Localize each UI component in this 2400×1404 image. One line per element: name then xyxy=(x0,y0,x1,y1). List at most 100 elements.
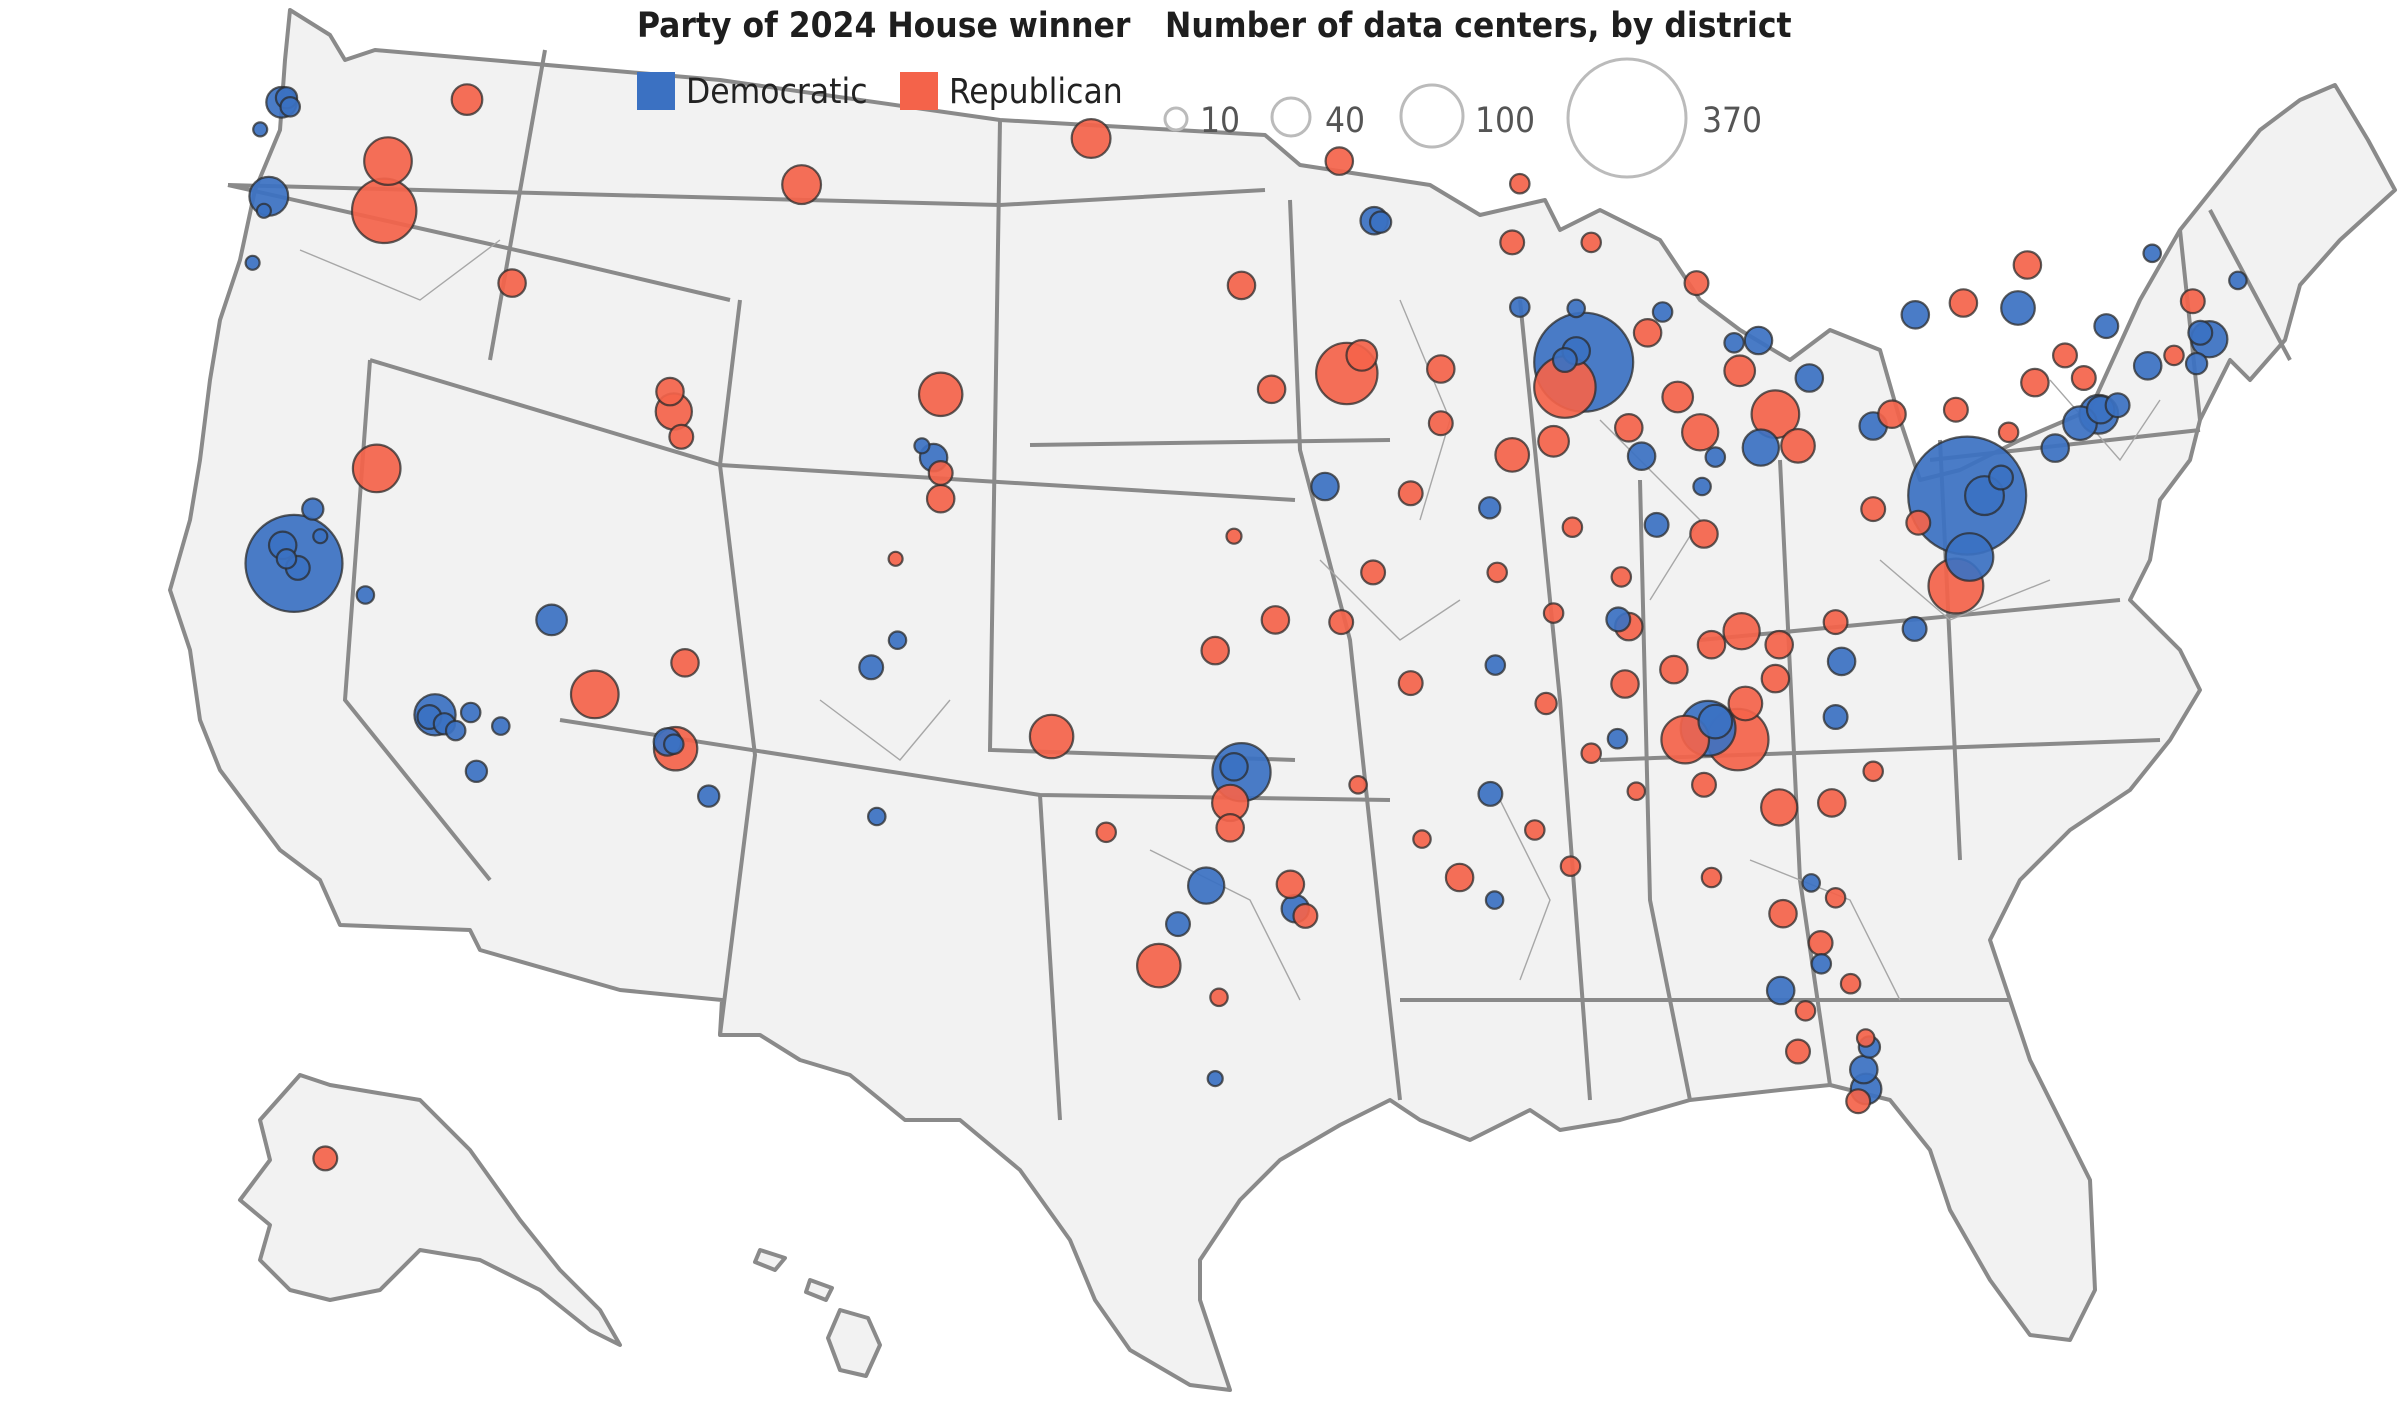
legend: Party of 2024 House winner Democratic Re… xyxy=(637,6,1792,179)
republican-district-bubble xyxy=(1855,1028,1876,1048)
democratic-district-bubble xyxy=(255,202,272,219)
republican-district-bubble xyxy=(1824,886,1847,909)
data-center-bubbles xyxy=(244,83,2248,1172)
republican-district-bubble xyxy=(1028,713,1075,760)
republican-district-bubble xyxy=(1768,898,1798,929)
democratic-district-bubble xyxy=(1477,496,1502,520)
republican-district-bubble xyxy=(363,136,413,187)
republican-district-bubble xyxy=(917,371,964,418)
democratic-district-bubble xyxy=(1484,890,1505,910)
republican-district-bubble xyxy=(1683,270,1710,297)
democratic-district-bubble xyxy=(444,719,467,742)
republican-district-bubble xyxy=(312,1145,339,1172)
republican-district-bubble xyxy=(1661,380,1695,414)
republican-district-bubble xyxy=(1345,339,1379,372)
democratic-district-bubble xyxy=(2132,350,2163,381)
republican-district-bubble xyxy=(569,669,620,720)
size-legend-label-10: 10 xyxy=(1200,101,1240,141)
republican-district-bubble xyxy=(1292,902,1319,929)
republican-district-bubble xyxy=(670,647,700,678)
democratic-district-bubble xyxy=(1692,476,1712,497)
democratic-district-bubble xyxy=(1643,511,1670,538)
democratic-district-bubble xyxy=(858,654,885,681)
republican-district-bubble xyxy=(1610,669,1640,699)
democratic-district-bubble xyxy=(1484,654,1507,676)
republican-district-bubble xyxy=(781,164,823,206)
republican-district-bubble xyxy=(1807,929,1834,956)
republican-district-bubble xyxy=(1997,421,2020,444)
republican-district-bubble xyxy=(497,268,527,298)
republican-district-bubble xyxy=(1610,566,1633,588)
democratic-district-bubble xyxy=(887,630,908,650)
republican-district-bubble xyxy=(1877,399,1907,429)
republican-district-bubble xyxy=(1784,1038,1811,1065)
democratic-district-bubble xyxy=(1741,428,1781,467)
size-legend-circle-100 xyxy=(1399,83,1465,149)
republican-district-bubble xyxy=(925,483,956,514)
democratic-district-bubble xyxy=(1900,299,1931,330)
democratic-district-bubble xyxy=(662,733,685,755)
republican-district-bubble xyxy=(450,83,484,116)
democratic-district-bubble xyxy=(535,603,568,637)
republican-district-bubble xyxy=(1780,427,1816,464)
democratic-district-bubble xyxy=(312,528,329,545)
republican-district-bubble xyxy=(1862,760,1884,783)
republican-district-bubble xyxy=(1200,635,1230,666)
republican-district-bubble xyxy=(1275,869,1306,900)
democratic-district-bubble xyxy=(1566,298,1586,319)
republican-district-bubble xyxy=(1494,437,1531,473)
republican-district-bubble xyxy=(1427,410,1454,437)
republican-district-bubble xyxy=(1764,629,1794,660)
republican-district-bubble xyxy=(1095,821,1117,844)
democratic-district-bubble xyxy=(279,96,301,118)
hawaii-outline xyxy=(753,1248,882,1378)
republican-district-bubble xyxy=(1700,866,1723,889)
democratic-district-bubble xyxy=(2104,392,2131,419)
democratic-district-bubble xyxy=(1164,911,1191,938)
size-legend-label-40: 40 xyxy=(1325,101,1365,141)
republican-district-bubble xyxy=(2020,367,2050,398)
democratic-district-bubble xyxy=(2184,351,2209,376)
republican-district-bubble xyxy=(1348,774,1368,795)
democratic-district-bubble xyxy=(1651,301,1674,323)
democratic-district-bubble xyxy=(1849,1054,1879,1085)
size-legend-title: Number of data centers, by district xyxy=(1165,6,1792,46)
republican-district-bubble xyxy=(1260,605,1291,635)
republican-district-bubble xyxy=(351,443,402,494)
democratic-district-bubble xyxy=(1186,866,1226,905)
republican-district-bubble xyxy=(1817,788,1847,818)
democratic-district-bubble xyxy=(2040,433,2070,463)
party-legend-title: Party of 2024 House winner xyxy=(637,6,1131,46)
democratic-district-bubble xyxy=(1368,210,1393,234)
democratic-district-bubble xyxy=(1723,331,1745,354)
republican-district-bubble xyxy=(1614,412,1644,443)
democratic-district-bubble xyxy=(1310,471,1340,502)
republican-district-bubble xyxy=(1626,781,1647,801)
republican-district-bubble xyxy=(1942,396,1969,423)
democratic-district-bubble xyxy=(1219,751,1249,782)
democratic-district-bubble xyxy=(1509,296,1531,318)
republican-district-bubble xyxy=(1444,862,1475,893)
republican-district-bubble xyxy=(1660,714,1711,765)
republican-district-bubble xyxy=(1412,829,1432,849)
republican-district-bubble xyxy=(927,460,954,487)
democratic-district-bubble xyxy=(1810,952,1833,975)
republican-district-bubble xyxy=(1580,742,1602,764)
republican-district-bubble xyxy=(1226,270,1257,301)
alaska-outline xyxy=(238,1073,622,1347)
contiguous-us-outline xyxy=(168,8,2397,1392)
republican-district-bubble xyxy=(1215,812,1245,843)
republican-district-bubble xyxy=(668,423,695,450)
democratic-district-bubble xyxy=(464,759,489,784)
legend-swatch-republican xyxy=(900,72,938,110)
republican-district-bubble xyxy=(1722,612,1761,651)
democratic-district-bubble xyxy=(2093,313,2120,340)
republican-district-bubble xyxy=(1524,819,1546,841)
republican-district-bubble xyxy=(1537,424,1570,458)
democratic-district-bubble xyxy=(1697,703,1734,740)
democratic-district-bubble xyxy=(1901,615,1928,642)
republican-district-bubble xyxy=(1948,288,1979,318)
republican-district-bubble xyxy=(1397,480,1424,507)
republican-district-bubble xyxy=(1690,771,1717,798)
republican-district-bubble xyxy=(887,550,904,567)
